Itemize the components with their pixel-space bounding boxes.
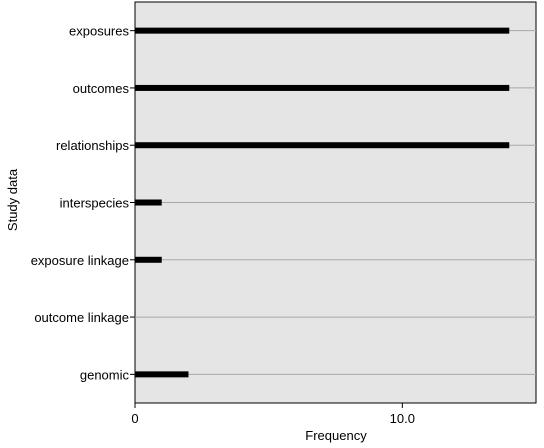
y-tick-label-exposure-linkage: exposure linkage — [31, 253, 129, 268]
bar-outcomes — [135, 84, 510, 91]
y-tick-label-outcome-linkage: outcome linkage — [34, 310, 129, 325]
bar-genomic — [135, 371, 189, 378]
bar-exposures — [135, 27, 510, 34]
y-tick-label-outcomes: outcomes — [73, 81, 130, 96]
bar-interspecies — [135, 199, 162, 206]
y-tick-label-interspecies: interspecies — [60, 196, 130, 211]
y-axis: exposures outcomes relationships interspeci… — [31, 24, 135, 382]
y-axis-label: Study data — [5, 168, 20, 231]
bar-relationships — [135, 142, 510, 149]
bars — [135, 27, 510, 378]
y-tick-label-genomic: genomic — [80, 367, 130, 382]
x-axis: 0 10.0 — [131, 403, 415, 426]
y-tick-label-relationships: relationships — [56, 138, 129, 153]
bar-exposure-linkage — [135, 256, 162, 263]
x-axis-label: Frequency — [305, 428, 367, 443]
x-tick-label-0: 0 — [131, 411, 138, 426]
y-tick-label-exposures: exposures — [69, 24, 129, 39]
x-tick-label-1: 10.0 — [390, 411, 415, 426]
